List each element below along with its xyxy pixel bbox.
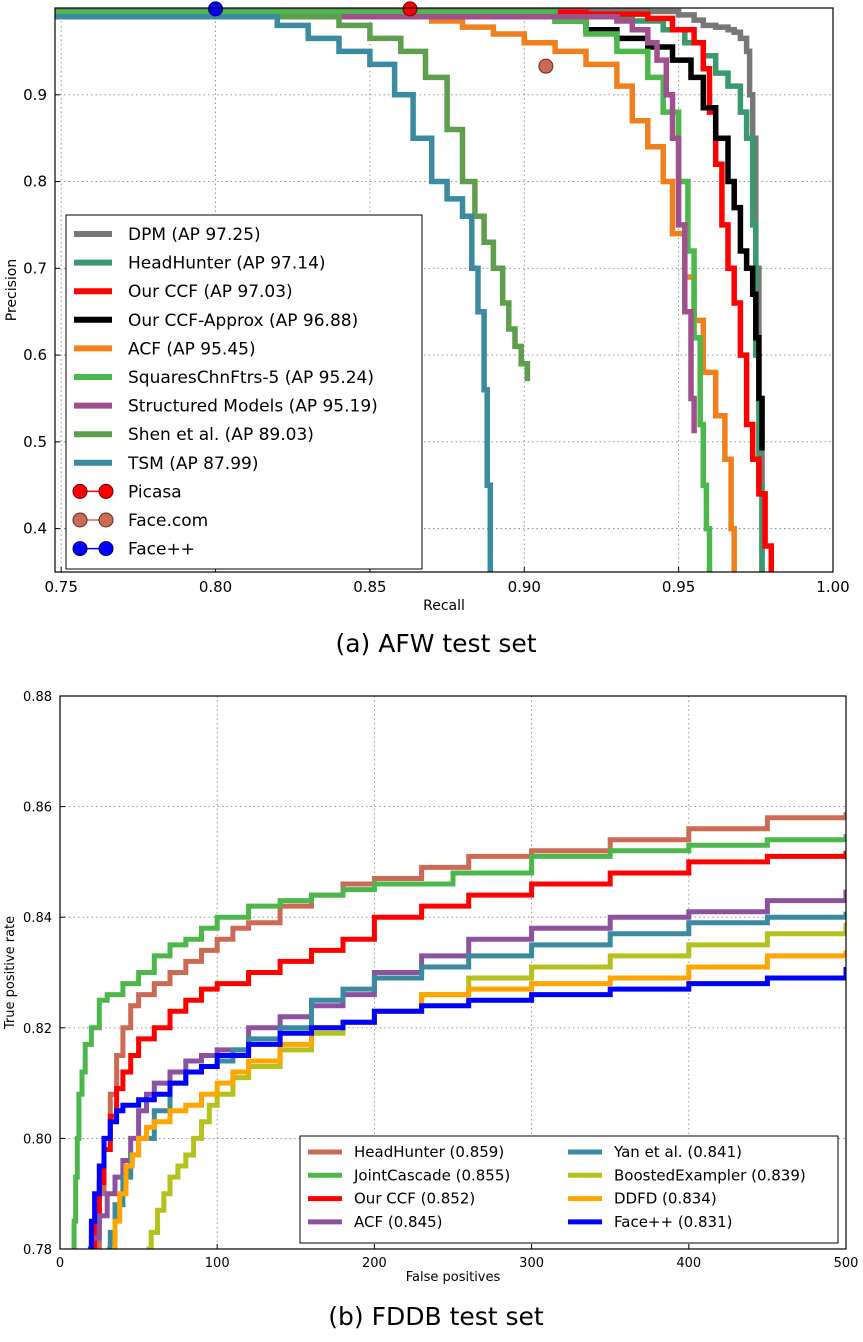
chart-afw-caption: (a) AFW test set [335, 629, 536, 658]
legend-label-point-1: Face.com [128, 511, 208, 531]
series-line-0 [94, 812, 846, 1249]
legend-label-0: DPM (AP 97.25) [128, 225, 261, 245]
legend-label-6: DDFD (0.834) [614, 1190, 717, 1208]
y-tick-label: 0.7 [23, 259, 47, 277]
x-tick-label: 0.80 [199, 578, 232, 596]
chart-fddb-caption: (b) FDDB test set [328, 1302, 544, 1331]
legend-afw: DPM (AP 97.25) HeadHunter (AP 97.14) Our C… [65, 214, 423, 570]
plot-frame [59, 695, 847, 1250]
series-line-7 [88, 967, 846, 1249]
y-tick-label: 0.78 [23, 1243, 52, 1258]
legend-marker [72, 541, 88, 557]
chart-fddb: 0 100 200 300 400 500 0.78 0.80 0.82 0.84 0.86 0.88… [3, 690, 858, 1285]
x-tick-label: 400 [676, 1256, 701, 1271]
legend-label-4: Yan et al. (0.841) [613, 1143, 742, 1161]
legend-box [65, 214, 423, 570]
y-tick-label: 0.84 [23, 911, 52, 926]
y-tick-label: 0.9 [23, 86, 47, 104]
y-tick-label: 0.88 [23, 690, 52, 705]
legend-label-1: HeadHunter (AP 97.14) [128, 254, 326, 274]
legend-label-7: Shen et al. (AP 89.03) [128, 425, 314, 445]
x-tick-label: 300 [519, 1256, 544, 1271]
y-axis-label: True positive rate [3, 916, 18, 1030]
x-tick-label: 500 [834, 1256, 859, 1271]
chart-afw: 0.75 0.80 0.85 0.90 0.95 1.00 0.4 0.5 0.6 0.7 0.8 0… [4, 1, 850, 614]
plot-frame [54, 7, 834, 573]
y-tick-label: 0.4 [23, 520, 47, 538]
x-tick-label: 0.90 [508, 578, 541, 596]
legend-label-2: Our CCF (AP 97.03) [128, 282, 293, 302]
marker-point-2 [208, 1, 224, 17]
x-axis-label: False positives [406, 1270, 501, 1285]
legend-label-1: JointCascade (0.855) [353, 1166, 510, 1184]
series-group [71, 812, 846, 1249]
legend-label-6: Structured Models (AP 95.19) [128, 397, 378, 417]
series-line-7 [55, 13, 531, 382]
legend-label-point-0: Picasa [128, 482, 182, 502]
legend-marker [98, 483, 114, 499]
x-tick-label: 0.75 [44, 578, 77, 596]
x-tick-label: 0 [56, 1256, 64, 1271]
legend-label-0: HeadHunter (0.859) [354, 1143, 504, 1161]
series-line-3 [55, 11, 765, 451]
legend-label-5: BoostedExampler (0.839) [614, 1166, 806, 1184]
y-tick-label: 0.80 [23, 1132, 52, 1147]
y-tick-label: 0.6 [23, 346, 47, 364]
x-tick-label: 0.95 [662, 578, 695, 596]
y-tick-label: 0.82 [23, 1022, 52, 1037]
legend-marker [72, 483, 88, 499]
y-tick-label: 0.5 [23, 433, 47, 451]
x-axis-label: Recall [423, 598, 465, 614]
series-line-2 [91, 850, 846, 1249]
legend-label-2: Our CCF (0.852) [354, 1190, 475, 1208]
legend-marker [98, 541, 114, 557]
series-line-6 [55, 13, 697, 434]
series-line-8 [55, 13, 494, 572]
series-line-4 [55, 13, 737, 572]
x-tick-label: 100 [205, 1256, 230, 1271]
series-line-6 [111, 950, 846, 1249]
legend-label-5: SquaresChnFtrs-5 (AP 95.24) [128, 368, 374, 388]
legend-label-8: TSM (AP 87.99) [127, 454, 258, 474]
y-axis-label: Precision [4, 259, 20, 321]
marker-point-1 [538, 58, 554, 74]
y-tick-label: 0.86 [23, 801, 52, 816]
legend-label-4: ACF (AP 95.45) [128, 339, 256, 359]
x-tick-label: 1.00 [816, 578, 849, 596]
legend-fddb: HeadHunter (0.859) JointCascade (0.855) Ou… [299, 1135, 839, 1244]
series-line-1 [71, 834, 846, 1249]
marker-point-0 [402, 1, 418, 17]
x-tick-label: 200 [362, 1256, 387, 1271]
x-tick-label: 0.85 [353, 578, 386, 596]
legend-label-3: Our CCF-Approx (AP 96.88) [128, 311, 358, 331]
legend-label-point-2: Face++ [128, 540, 195, 560]
y-tick-label: 0.8 [23, 173, 47, 191]
series-group [55, 8, 775, 572]
legend-marker [72, 512, 88, 528]
series-line-5 [146, 922, 846, 1249]
legend-label-7: Face++ (0.831) [614, 1213, 732, 1231]
legend-marker [98, 512, 114, 528]
legend-label-3: ACF (0.845) [354, 1213, 443, 1231]
series-line-2 [55, 9, 775, 572]
